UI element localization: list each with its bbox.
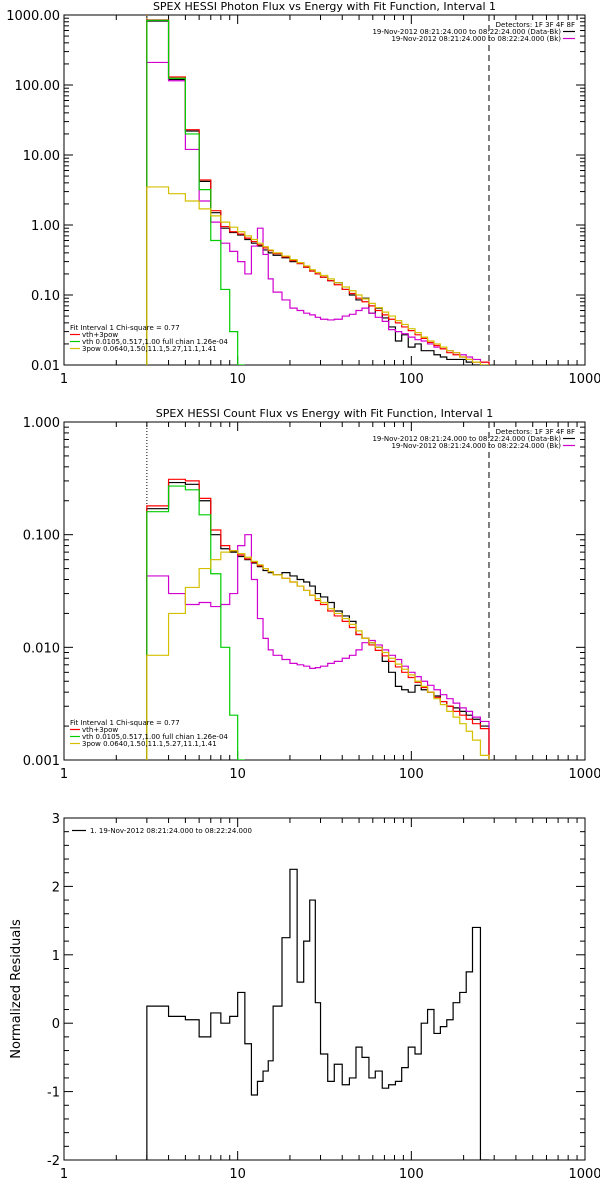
y-tick-label: 0.01 bbox=[31, 359, 60, 374]
series-line-4 bbox=[146, 19, 245, 365]
legend-bottom-entry: vth 0.0105,0.517,1.00 full chian 1.26e-0… bbox=[82, 733, 228, 741]
x-tick-label: 1000 bbox=[568, 767, 600, 782]
y-tick-label: -2 bbox=[47, 1154, 60, 1169]
series-line-5 bbox=[146, 186, 489, 365]
legend-top-entry: 19-Nov-2012 08:21:24.000 to 08:22:24.000… bbox=[391, 35, 561, 43]
x-tick-label: 100 bbox=[399, 372, 424, 387]
series-line-1 bbox=[146, 20, 489, 365]
plot-frame bbox=[63, 14, 586, 366]
y-tick-label: 1.00 bbox=[31, 219, 60, 234]
legend-top-entry: 19-Nov-2012 08:21:24.000 to 08:22:24.000… bbox=[391, 442, 561, 450]
x-tick-label: 1000 bbox=[568, 1167, 600, 1182]
y-tick-label: 0.001 bbox=[23, 754, 60, 769]
y-tick-label: 0.10 bbox=[31, 289, 60, 304]
chart-title: SPEX HESSI Count Flux vs Energy with Fit… bbox=[156, 407, 493, 420]
y-tick-label: 0.010 bbox=[23, 641, 60, 656]
x-tick-label: 100 bbox=[399, 767, 424, 782]
legend-top-header: Detectors: 1F 3F 4F 8F bbox=[496, 21, 575, 29]
series-line-3 bbox=[146, 19, 490, 365]
legend-bottom-entry: vth+3pow bbox=[82, 331, 118, 339]
legend-bottom-entry: 3pow 0.0640,1.50,11.1,5.27,11.1,1.41 bbox=[82, 740, 217, 748]
x-tick-label: 1 bbox=[60, 1167, 68, 1182]
series-line-4 bbox=[146, 485, 245, 760]
series-line-2 bbox=[146, 534, 490, 760]
chart-title: SPEX HESSI Photon Flux vs Energy with Fi… bbox=[153, 0, 496, 13]
series-line-1 bbox=[146, 481, 490, 760]
x-tick-label: 1 bbox=[60, 767, 68, 782]
y-tick-label: 0.100 bbox=[23, 529, 60, 544]
y-tick-label: 1 bbox=[52, 949, 60, 964]
chart-panel-3: 1 10 100 1000 -2 -1 0 1 2 3 Normalized Residuals 1.… bbox=[9, 812, 600, 1182]
legend-top-entry: 19-Nov-2012 08:21:24.000 to 08:22:24.000… bbox=[372, 28, 561, 36]
series-line-1 bbox=[146, 868, 489, 1160]
legend-top-entry: 19-Nov-2012 08:21:24.000 to 08:22:24.000… bbox=[372, 435, 561, 443]
y-tick-label: 0 bbox=[52, 1017, 60, 1032]
x-tick-label: 10 bbox=[229, 767, 246, 782]
y-tick-label: -1 bbox=[47, 1086, 60, 1101]
y-tick-label: 2 bbox=[52, 880, 60, 895]
legend-top-entry: 1. 19-Nov-2012 08:21:24.000 to 08:22:24.… bbox=[90, 827, 252, 835]
plot-frame bbox=[63, 421, 586, 761]
chart-panel-2: SPEX HESSI Count Flux vs Energy with Fit… bbox=[23, 407, 600, 782]
legend-bottom-entry: vth+3pow bbox=[82, 726, 118, 734]
y-tick-label: 1000.00 bbox=[6, 9, 60, 24]
legend-bottom-entry: 3pow 0.0640,1.50,11.1,5.27,11.1,1.41 bbox=[82, 345, 217, 353]
y-tick-label: 10.00 bbox=[23, 149, 60, 164]
series-line-2 bbox=[146, 61, 490, 365]
legend-top-header: Detectors: 1F 3F 4F 8F bbox=[496, 428, 575, 436]
y-tick-label: 1.000 bbox=[23, 416, 60, 431]
y-axis-label: Normalized Residuals bbox=[9, 919, 24, 1059]
x-tick-label: 10 bbox=[229, 372, 246, 387]
y-tick-label: 3 bbox=[52, 812, 60, 827]
legend-bottom-entry: vth 0.0105,0.517,1.00 full chian 1.26e-0… bbox=[82, 338, 228, 346]
legend-bottom-header: Fit Interval 1 Chi-square = 0.77 bbox=[70, 719, 180, 727]
plot-frame bbox=[63, 817, 586, 1161]
x-tick-label: 10 bbox=[229, 1167, 246, 1182]
series-line-3 bbox=[146, 478, 490, 760]
series-line-5 bbox=[146, 550, 490, 760]
x-tick-label: 100 bbox=[399, 1167, 424, 1182]
y-tick-label: 100.00 bbox=[15, 79, 61, 94]
chart-panel-1: SPEX HESSI Photon Flux vs Energy with Fi… bbox=[6, 0, 600, 387]
x-tick-label: 1000 bbox=[568, 372, 600, 387]
x-tick-label: 1 bbox=[60, 372, 68, 387]
legend-bottom-header: Fit Interval 1 Chi-square = 0.77 bbox=[70, 324, 180, 332]
